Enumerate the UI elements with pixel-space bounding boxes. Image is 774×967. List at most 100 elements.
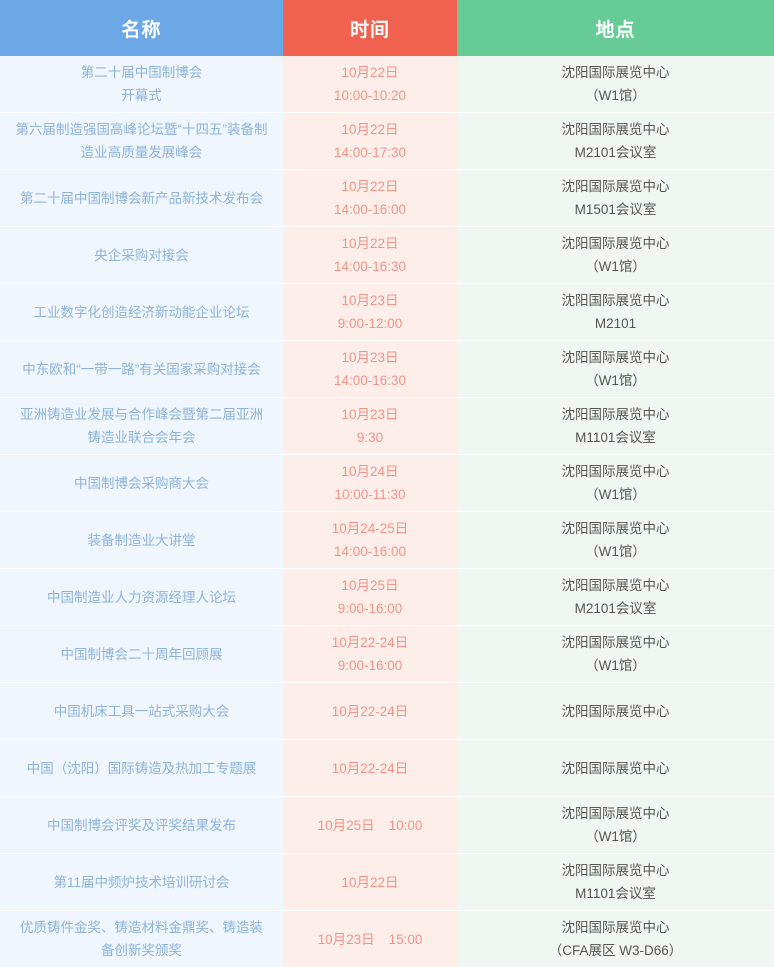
cell-event-name: 央企采购对接会 (0, 227, 283, 284)
event-date: 10月24日 (293, 460, 447, 483)
event-hours: 9:00-12:00 (293, 312, 447, 335)
event-place-line: 沈阳国际展览中心 (467, 631, 764, 654)
event-place-line: M2101 (467, 312, 764, 335)
event-hours: 14:00-16:00 (293, 540, 447, 563)
cell-event-time: 10月22-24日 (283, 683, 457, 740)
cell-event-name: 第二十届中国制博会新产品新技术发布会 (0, 170, 283, 227)
event-name-line: 优质铸件金奖、铸造材料金鼎奖、铸造装 (10, 916, 273, 939)
cell-event-place: 沈阳国际展览中心（W1馆） (457, 56, 774, 113)
event-place-line: （W1馆） (467, 483, 764, 506)
cell-event-name: 中国制造业人力资源经理人论坛 (0, 569, 283, 626)
event-date: 10月22-24日 (293, 757, 447, 780)
cell-event-name: 中国制博会采购商大会 (0, 455, 283, 512)
cell-event-place: 沈阳国际展览中心（W1馆） (457, 455, 774, 512)
event-name-line: 央企采购对接会 (10, 244, 273, 267)
event-name-line: 造业高质量发展峰会 (10, 141, 273, 164)
event-name-line: 中国（沈阳）国际铸造及热加工专题展 (10, 757, 273, 780)
event-date: 10月23日 (293, 346, 447, 369)
column-header-time: 时间 (283, 0, 457, 56)
cell-event-place: 沈阳国际展览中心（W1馆） (457, 227, 774, 284)
event-place-line: 沈阳国际展览中心 (467, 802, 764, 825)
cell-event-name: 中国机床工具一站式采购大会 (0, 683, 283, 740)
event-place-line: （W1馆） (467, 255, 764, 278)
event-place-line: 沈阳国际展览中心 (467, 289, 764, 312)
event-date: 10月22日 (293, 232, 447, 255)
event-place-line: （W1馆） (467, 654, 764, 677)
column-header-name: 名称 (0, 0, 283, 56)
cell-event-place: 沈阳国际展览中心 (457, 683, 774, 740)
cell-event-name: 第11届中频炉技术培训研讨会 (0, 854, 283, 911)
event-date: 10月22-24日 (293, 700, 447, 723)
event-name-line: 中国制博会采购商大会 (10, 472, 273, 495)
event-name-line: 第六届制造强国高峰论坛暨“十四五”装备制 (10, 118, 273, 141)
event-place-line: 沈阳国际展览中心 (467, 916, 764, 939)
event-name-line: 第二十届中国制博会新产品新技术发布会 (10, 187, 273, 210)
cell-event-name: 中东欧和“一带一路”有关国家采购对接会 (0, 341, 283, 398)
event-date: 10月22日 (293, 871, 447, 894)
cell-event-name: 中国制博会二十周年回顾展 (0, 626, 283, 683)
event-place-line: 沈阳国际展览中心 (467, 574, 764, 597)
cell-event-name: 第二十届中国制博会开幕式 (0, 56, 283, 113)
cell-event-place: 沈阳国际展览中心（W1馆） (457, 797, 774, 854)
event-place-line: 沈阳国际展览中心 (467, 232, 764, 255)
event-date: 10月22日 (293, 118, 447, 141)
event-hours: 14:00-16:30 (293, 369, 447, 392)
event-name-line: 第11届中频炉技术培训研讨会 (10, 871, 273, 894)
event-name-line: 备创新奖颁奖 (10, 939, 273, 962)
event-name-line: 中国制造业人力资源经理人论坛 (10, 586, 273, 609)
event-date: 10月25日 (293, 574, 447, 597)
event-place-line: 沈阳国际展览中心 (467, 700, 764, 723)
event-place-line: 沈阳国际展览中心 (467, 859, 764, 882)
event-place-line: （CFA展区 W3-D66） (467, 939, 764, 962)
event-hours: 9:00-16:00 (293, 654, 447, 677)
event-place-line: 沈阳国际展览中心 (467, 460, 764, 483)
event-place-line: （W1馆） (467, 84, 764, 107)
column-header-place: 地点 (457, 0, 774, 56)
event-date: 10月23日 (293, 403, 447, 426)
event-place-line: M1101会议室 (467, 882, 764, 905)
event-date: 10月22-24日 (293, 631, 447, 654)
event-hours: 14:00-17:30 (293, 141, 447, 164)
event-hours: 14:00-16:30 (293, 255, 447, 278)
event-date: 10月22日 (293, 61, 447, 84)
event-place-line: 沈阳国际展览中心 (467, 61, 764, 84)
event-date: 10月23日 (293, 289, 447, 312)
event-place-line: 沈阳国际展览中心 (467, 517, 764, 540)
event-name-line: 第二十届中国制博会 (10, 61, 273, 84)
cell-event-name: 中国制博会评奖及评奖结果发布 (0, 797, 283, 854)
event-name-line: 亚洲铸造业发展与合作峰会暨第二届亚洲 (10, 403, 273, 426)
cell-event-name: 亚洲铸造业发展与合作峰会暨第二届亚洲铸造业联合会年会 (0, 398, 283, 455)
event-name-line: 中国制博会二十周年回顾展 (10, 643, 273, 666)
event-place-line: M1101会议室 (467, 426, 764, 449)
event-date: 10月25日 (318, 818, 375, 833)
event-place-line: 沈阳国际展览中心 (467, 346, 764, 369)
event-name-line: 中国机床工具一站式采购大会 (10, 700, 273, 723)
event-hours: 15:00 (389, 932, 423, 947)
event-name-line: 开幕式 (10, 84, 273, 107)
event-place-line: M2101会议室 (467, 141, 764, 164)
event-name-line: 中东欧和“一带一路”有关国家采购对接会 (10, 358, 273, 381)
cell-event-name: 中国（沈阳）国际铸造及热加工专题展 (0, 740, 283, 797)
cell-event-place: 沈阳国际展览中心（W1馆） (457, 626, 774, 683)
table-row: 中国机床工具一站式采购大会 10月22-24日沈阳国际展览中心 (0, 683, 774, 740)
event-place-line: 沈阳国际展览中心 (467, 175, 764, 198)
